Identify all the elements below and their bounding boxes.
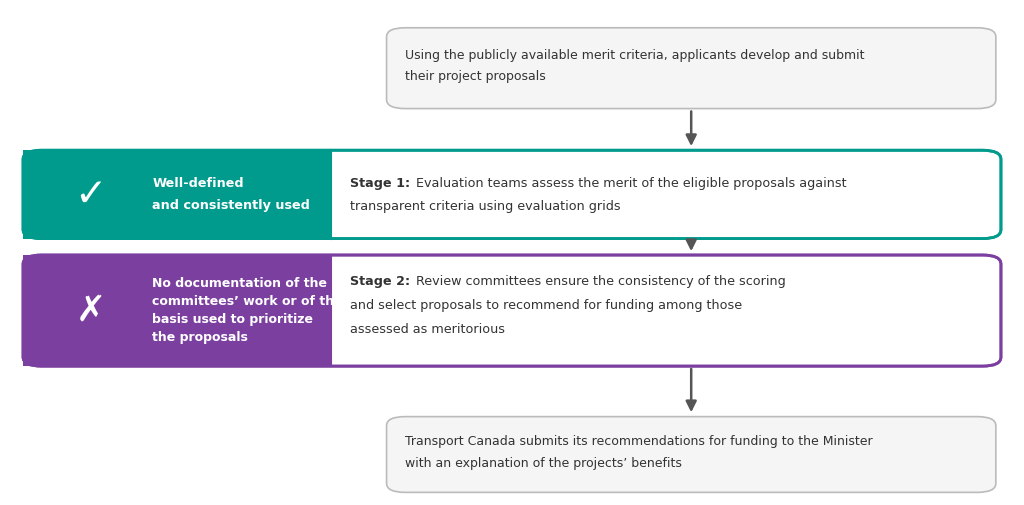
Text: and select proposals to recommend for funding among those: and select proposals to recommend for fu… (349, 299, 741, 312)
Bar (24, 150, 331, 239)
Text: basis used to prioritize: basis used to prioritize (153, 313, 313, 326)
Text: committees’ work or of the: committees’ work or of the (153, 295, 343, 308)
Text: assessed as meritorious: assessed as meritorious (349, 323, 505, 336)
Bar (24, 255, 331, 366)
FancyBboxPatch shape (387, 417, 995, 492)
Text: transparent criteria using evaluation grids: transparent criteria using evaluation gr… (349, 200, 621, 213)
FancyBboxPatch shape (387, 28, 995, 109)
Text: the proposals: the proposals (153, 331, 248, 344)
Text: Well-defined: Well-defined (153, 177, 244, 190)
Text: Transport Canada submits its recommendations for funding to the Minister: Transport Canada submits its recommendat… (406, 435, 872, 448)
Text: ✓: ✓ (75, 175, 108, 214)
Text: Review committees ensure the consistency of the scoring: Review committees ensure the consistency… (412, 275, 785, 288)
FancyBboxPatch shape (24, 255, 1001, 366)
Text: No documentation of the: No documentation of the (153, 277, 328, 290)
Text: Stage 2:: Stage 2: (349, 275, 410, 288)
Text: Using the publicly available merit criteria, applicants develop and submit: Using the publicly available merit crite… (406, 49, 864, 62)
Text: ✗: ✗ (76, 293, 105, 328)
Text: their project proposals: their project proposals (406, 70, 546, 83)
Text: Evaluation teams assess the merit of the eligible proposals against: Evaluation teams assess the merit of the… (412, 177, 847, 190)
Text: Stage 1:: Stage 1: (349, 177, 410, 190)
Text: and consistently used: and consistently used (153, 199, 310, 212)
Text: with an explanation of the projects’ benefits: with an explanation of the projects’ ben… (406, 457, 682, 470)
FancyBboxPatch shape (24, 150, 1001, 239)
